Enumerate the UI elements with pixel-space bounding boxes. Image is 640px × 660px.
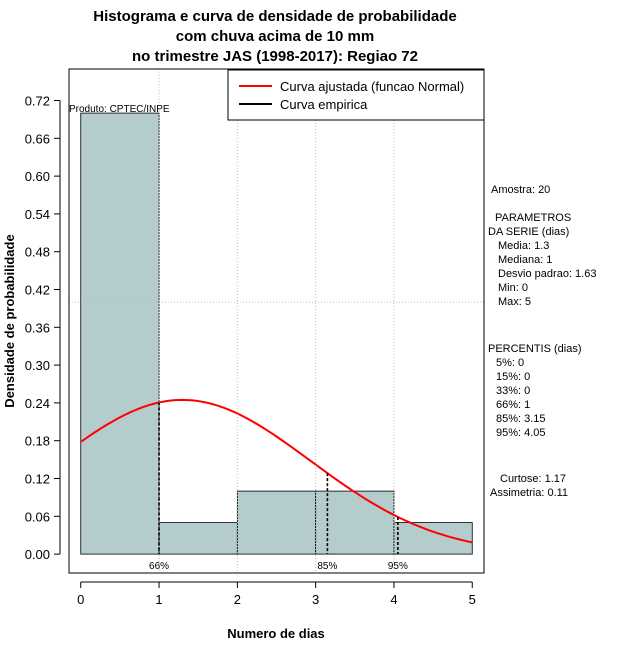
chart-title-line-3: no trimestre JAS (1998-2017): Regiao 72 <box>132 48 418 65</box>
stat-percentis-title: PERCENTIS (dias) <box>488 343 582 355</box>
stat-media: Media: 1.3 <box>498 240 549 252</box>
y-axis-title: Densidade de probabilidade <box>2 234 17 407</box>
histogram-bar-1 <box>158 522 238 555</box>
y-tick-label-6: 0.36 <box>25 320 50 335</box>
curve-layer <box>80 398 473 544</box>
legend-box <box>227 69 485 121</box>
stat-p85: 85%: 3.15 <box>496 413 546 425</box>
percentile-label-1: 85% <box>317 561 337 572</box>
y-tick-label-0: 0.00 <box>25 547 50 562</box>
x-axis-title: Numero de dias <box>227 626 325 641</box>
stat-curtose: Curtose: 1.17 <box>500 473 566 485</box>
legend-fit-label: Curva ajustada (funcao Normal) <box>280 79 464 94</box>
product-annotation: Produto: CPTEC/INPE <box>69 104 170 115</box>
x-tick-label-5: 5 <box>469 592 476 607</box>
x-tick-label-1: 1 <box>155 592 162 607</box>
stat-p5: 5%: 0 <box>496 357 524 369</box>
x-tick-label-3: 3 <box>312 592 319 607</box>
y-tick-label-2: 0.12 <box>25 472 50 487</box>
chart-title-line-1: Histograma e curva de densidade de proba… <box>93 8 456 25</box>
fitted-normal-curve <box>80 398 473 544</box>
histogram-bar-4 <box>393 522 473 555</box>
stat-amostra: Amostra: 20 <box>491 184 550 196</box>
histogram-bar-3 <box>315 490 395 555</box>
stats-panel: Amostra: 20 PARAMETROS DA SERIE (dias) M… <box>488 184 596 499</box>
histogram-bar-0 <box>80 112 160 555</box>
stat-max: Max: 5 <box>498 296 531 308</box>
stat-params-title-2: DA SERIE (dias) <box>488 226 569 238</box>
x-tick-label-0: 0 <box>77 592 84 607</box>
stat-assimetria: Assimetria: 0.11 <box>490 487 568 499</box>
y-tick-label-11: 0.66 <box>25 131 50 146</box>
stat-p66: 66%: 1 <box>496 399 530 411</box>
stat-params-title-1: PARAMETROS <box>495 212 571 224</box>
x-tick-label-4: 4 <box>390 592 397 607</box>
stat-mediana: Mediana: 1 <box>498 254 552 266</box>
y-tick-label-12: 0.72 <box>25 94 50 109</box>
x-tick-label-2: 2 <box>234 592 241 607</box>
legend-empirical-label: Curva empirica <box>280 97 368 112</box>
stat-p33: 33%: 0 <box>496 385 530 397</box>
axis-layer: 0.00 0.06 0.12 0.18 0.24 0.30 0.36 0.42 0.48 0.54… <box>25 94 476 608</box>
histogram-bar-2 <box>236 490 317 555</box>
percentile-label-2: 95% <box>388 561 408 572</box>
y-tick-label-8: 0.48 <box>25 245 50 260</box>
stat-p95: 95%: 4.05 <box>496 427 546 439</box>
y-tick-label-10: 0.60 <box>25 169 50 184</box>
legend: Curva ajustada (funcao Normal) Curva emp… <box>227 69 485 121</box>
y-tick-label-1: 0.06 <box>25 509 50 524</box>
y-tick-label-5: 0.30 <box>25 358 50 373</box>
y-tick-label-7: 0.42 <box>25 283 50 298</box>
stat-min: Min: 0 <box>498 282 528 294</box>
y-tick-label-3: 0.18 <box>25 434 50 449</box>
stat-desvio: Desvio padrao: 1.63 <box>498 268 596 280</box>
plot-frame <box>68 68 485 574</box>
stat-p15: 15%: 0 <box>496 371 530 383</box>
marker-layer: 66% 85% 95% <box>69 69 484 573</box>
chart-title-line-2: com chuva acima de 10 mm <box>176 28 374 45</box>
percentile-label-0: 66% <box>149 561 169 572</box>
y-tick-label-4: 0.24 <box>25 396 50 411</box>
y-tick-label-9: 0.54 <box>25 207 50 222</box>
bar-layer <box>80 112 473 555</box>
